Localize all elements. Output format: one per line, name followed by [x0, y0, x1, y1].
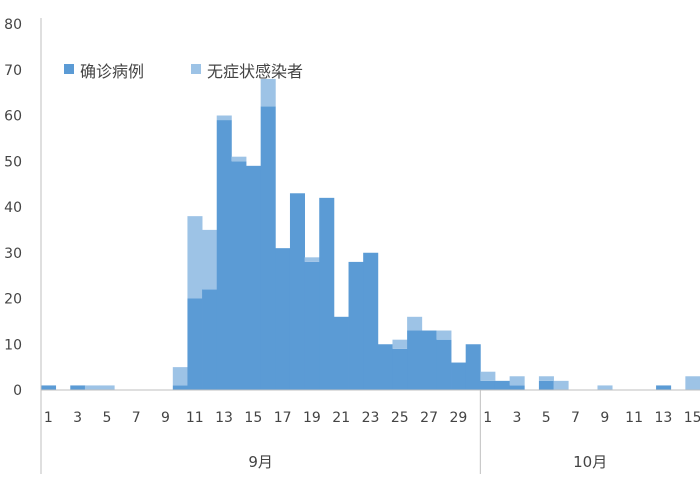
- legend: 确诊病例 无症状感染者: [64, 62, 303, 81]
- axes: [40, 18, 700, 474]
- bar-asymptomatic: [304, 257, 320, 262]
- bar-asymptomatic: [392, 339, 408, 349]
- y-tick-label: 20: [4, 292, 22, 308]
- bar-confirmed: [70, 385, 86, 390]
- bar-asymptomatic: [187, 216, 203, 299]
- x-tick-label: 27: [420, 410, 438, 426]
- month-label-september: 9月: [248, 453, 273, 471]
- bar-confirmed: [172, 385, 188, 390]
- bar-confirmed: [509, 385, 525, 390]
- bar-confirmed: [333, 316, 349, 390]
- bar-confirmed: [246, 165, 262, 390]
- y-tick-label: 50: [4, 154, 22, 170]
- bar-asymptomatic: [84, 385, 100, 390]
- bar-confirmed: [216, 120, 232, 390]
- x-tick-label: 7: [132, 410, 141, 426]
- bar-confirmed: [319, 197, 335, 390]
- x-tick-label: 21: [332, 410, 350, 426]
- x-tick-label: 23: [362, 410, 380, 426]
- x-tick-label: 11: [625, 410, 643, 426]
- x-tick-label: 1: [44, 410, 53, 426]
- x-tick-label: 5: [102, 410, 111, 426]
- x-tick-label: 13: [215, 410, 233, 426]
- bars: [41, 78, 700, 390]
- x-tick-label: 7: [571, 410, 580, 426]
- x-tick-label: 29: [449, 410, 467, 426]
- x-tick-label: 5: [542, 410, 551, 426]
- bar-asymptomatic: [231, 156, 247, 162]
- bar-asymptomatic: [509, 376, 525, 386]
- x-tick-label: 1: [483, 410, 492, 426]
- x-tick-label: 15: [684, 410, 700, 426]
- bar-asymptomatic: [538, 376, 554, 381]
- bar-asymptomatic: [685, 376, 700, 390]
- y-tick-label: 70: [4, 63, 22, 79]
- x-tick-label: 13: [654, 410, 672, 426]
- y-axis-ticks: 0 10 20 30 40 50 60 70 80: [4, 17, 22, 399]
- x-tick-label: 11: [186, 410, 204, 426]
- legend-label-confirmed: 确诊病例: [80, 62, 144, 81]
- bar-asymptomatic: [202, 229, 218, 290]
- legend-swatch-asymptomatic: [191, 64, 201, 74]
- month-label-october: 10月: [573, 453, 607, 471]
- bar-asymptomatic: [597, 385, 613, 390]
- x-tick-label: 9: [600, 410, 609, 426]
- bar-confirmed: [421, 330, 437, 390]
- x-tick-label: 17: [274, 410, 292, 426]
- y-tick-label: 80: [4, 17, 22, 33]
- bar-confirmed: [392, 348, 408, 390]
- bar-asymptomatic: [216, 115, 232, 121]
- bar-asymptomatic: [480, 371, 496, 381]
- bar-confirmed: [538, 380, 554, 390]
- bar-confirmed: [348, 261, 364, 390]
- x-tick-label: 3: [73, 410, 82, 426]
- x-tick-label: 25: [391, 410, 409, 426]
- bar-confirmed: [231, 161, 247, 390]
- x-tick-label: 3: [512, 410, 521, 426]
- y-tick-label: 10: [4, 337, 22, 353]
- bar-asymptomatic: [99, 385, 115, 390]
- y-tick-label: 30: [4, 246, 22, 262]
- bar-asymptomatic: [407, 316, 423, 331]
- bar-confirmed: [260, 106, 276, 390]
- bar-confirmed: [202, 289, 218, 390]
- bar-confirmed: [465, 344, 481, 390]
- bar-asymptomatic: [172, 367, 188, 386]
- y-tick-label: 60: [4, 109, 22, 125]
- bar-confirmed: [377, 344, 393, 390]
- bar-confirmed: [187, 298, 203, 390]
- x-tick-label: 15: [244, 410, 262, 426]
- bar-confirmed: [289, 193, 305, 390]
- bar-asymptomatic: [553, 380, 569, 390]
- bar-confirmed: [436, 339, 452, 390]
- bar-confirmed: [363, 252, 379, 390]
- legend-label-asymptomatic: 无症状感染者: [207, 62, 303, 81]
- bar-confirmed: [656, 385, 672, 390]
- x-tick-label: 19: [303, 410, 321, 426]
- bar-asymptomatic: [260, 78, 276, 107]
- bar-confirmed: [407, 330, 423, 390]
- y-tick-label: 40: [4, 200, 22, 216]
- legend-swatch-confirmed: [64, 64, 74, 74]
- bar-confirmed: [275, 248, 291, 390]
- bar-confirmed: [304, 261, 320, 390]
- bar-asymptomatic: [436, 330, 452, 340]
- y-tick-label: 0: [13, 383, 22, 399]
- bar-confirmed: [41, 385, 57, 390]
- bar-confirmed: [451, 362, 467, 390]
- x-tick-label: 9: [161, 410, 170, 426]
- bar-confirmed: [494, 380, 511, 390]
- bar-confirmed: [480, 380, 496, 390]
